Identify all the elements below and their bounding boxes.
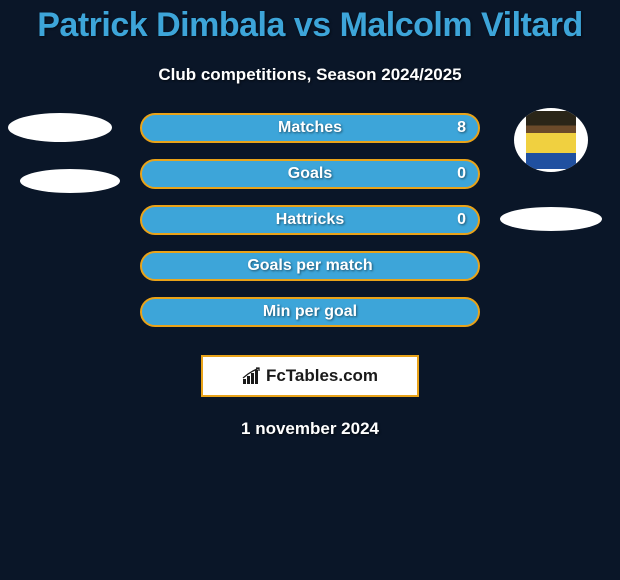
stat-row: Min per goal: [0, 297, 620, 343]
chart-icon: [242, 367, 262, 385]
stat-row: Goals per match: [0, 251, 620, 297]
stat-bar-goals: Goals 0: [140, 159, 480, 189]
stat-bar-matches: Matches 8: [140, 113, 480, 143]
stat-row: Hattricks 0: [0, 205, 620, 251]
stat-label: Matches: [278, 119, 342, 137]
stat-row: Matches 8: [0, 113, 620, 159]
stat-value: 0: [457, 165, 466, 183]
stat-bar-hattricks: Hattricks 0: [140, 205, 480, 235]
stat-label: Hattricks: [276, 211, 344, 229]
stats-area: Matches 8 Goals 0 Hattricks 0 Goals per …: [0, 113, 620, 343]
stat-value: 8: [457, 119, 466, 137]
stat-row: Goals 0: [0, 159, 620, 205]
stat-label: Goals per match: [247, 257, 372, 275]
stat-bar-min-per-goal: Min per goal: [140, 297, 480, 327]
watermark: FcTables.com: [201, 355, 419, 397]
season-subtitle: Club competitions, Season 2024/2025: [0, 65, 620, 85]
stat-label: Goals: [288, 165, 332, 183]
stat-bar-goals-per-match: Goals per match: [140, 251, 480, 281]
stat-value: 0: [457, 211, 466, 229]
snapshot-date: 1 november 2024: [0, 419, 620, 439]
stat-label: Min per goal: [263, 303, 357, 321]
watermark-text: FcTables.com: [266, 366, 378, 386]
comparison-title: Patrick Dimbala vs Malcolm Viltard: [0, 0, 620, 45]
